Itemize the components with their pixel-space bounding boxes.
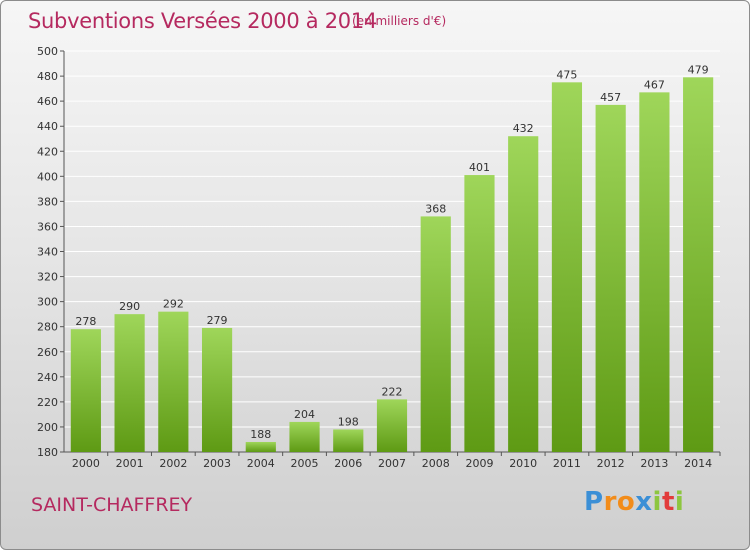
x-tick-label-2014: 2014 <box>684 457 712 470</box>
y-tick-label: 380 <box>37 195 58 208</box>
bar-2007 <box>376 399 408 452</box>
x-tick-label-2008: 2008 <box>422 457 450 470</box>
x-tick-label-2013: 2013 <box>640 457 668 470</box>
bar-2000 <box>70 329 101 452</box>
x-tick-label-2001: 2001 <box>116 457 144 470</box>
value-label-2000: 278 <box>75 315 96 328</box>
x-tick-label-2007: 2007 <box>378 457 406 470</box>
bar-2014 <box>683 77 714 453</box>
x-tick-label-2000: 2000 <box>72 457 100 470</box>
value-label-2009: 401 <box>469 161 490 174</box>
bar-2002 <box>158 311 189 452</box>
labels: 180 200 220 240 260 280 300 320 340 360 380 400 420 4… <box>37 45 712 470</box>
bar-2008 <box>420 216 451 452</box>
value-label-2003: 279 <box>207 314 228 327</box>
y-tick-label: 460 <box>37 95 58 108</box>
y-tick-label: 300 <box>37 296 58 309</box>
y-tick-label: 180 <box>37 446 58 459</box>
y-tick-label: 360 <box>37 220 58 233</box>
value-label-2005: 204 <box>294 408 315 421</box>
value-label-2010: 432 <box>513 122 534 135</box>
location-name: SAINT-CHAFFREY <box>31 494 193 516</box>
value-label-2011: 475 <box>556 68 577 81</box>
x-tick-label-2003: 2003 <box>203 457 231 470</box>
x-tick-label-2012: 2012 <box>597 457 625 470</box>
x-tick-label-2006: 2006 <box>334 457 362 470</box>
value-label-2012: 457 <box>600 91 621 104</box>
y-tick-label: 220 <box>37 396 58 409</box>
value-label-2006: 198 <box>338 415 359 428</box>
value-label-2001: 290 <box>119 300 140 313</box>
value-label-2004: 188 <box>250 428 271 441</box>
x-tick-label-2005: 2005 <box>291 457 319 470</box>
value-label-2014: 479 <box>688 63 709 76</box>
x-tick-label-2004: 2004 <box>247 457 275 470</box>
y-tick-label: 240 <box>37 371 58 384</box>
bar-2003 <box>201 327 233 452</box>
bar-2009 <box>464 175 495 452</box>
value-label-2002: 292 <box>163 298 184 311</box>
bar-2001 <box>114 314 145 452</box>
proxiti-logo: Proxiti <box>584 487 685 517</box>
chart-title: Subventions Versées 2000 à 2014 <box>28 9 377 33</box>
value-label-2007: 222 <box>382 385 403 398</box>
bar-2011 <box>551 82 583 452</box>
value-label-2008: 368 <box>425 202 446 215</box>
bar-2005 <box>289 421 320 452</box>
x-tick-label-2002: 2002 <box>159 457 187 470</box>
chart-subtitle: (en milliers d'€) <box>352 14 447 28</box>
y-tick-label: 260 <box>37 346 58 359</box>
bar-2013 <box>639 92 670 453</box>
x-tick-label-2010: 2010 <box>509 457 537 470</box>
y-tick-label: 200 <box>37 421 58 434</box>
bar-2012 <box>595 104 626 453</box>
y-tick-label: 340 <box>37 246 58 259</box>
bar-2006 <box>333 429 364 452</box>
bars <box>70 77 714 453</box>
y-tick-label: 500 <box>37 45 58 58</box>
bar-2004 <box>245 441 276 452</box>
y-tick-label: 440 <box>37 120 58 133</box>
y-tick-label: 420 <box>37 145 58 158</box>
y-tick-label: 480 <box>37 70 58 83</box>
x-tick-label-2009: 2009 <box>465 457 493 470</box>
bar-2010 <box>508 136 539 452</box>
y-tick-label: 400 <box>37 170 58 183</box>
x-tick-label-2011: 2011 <box>553 457 581 470</box>
y-tick-label: 280 <box>37 321 58 334</box>
y-tick-label: 320 <box>37 271 58 284</box>
value-label-2013: 467 <box>644 78 665 91</box>
